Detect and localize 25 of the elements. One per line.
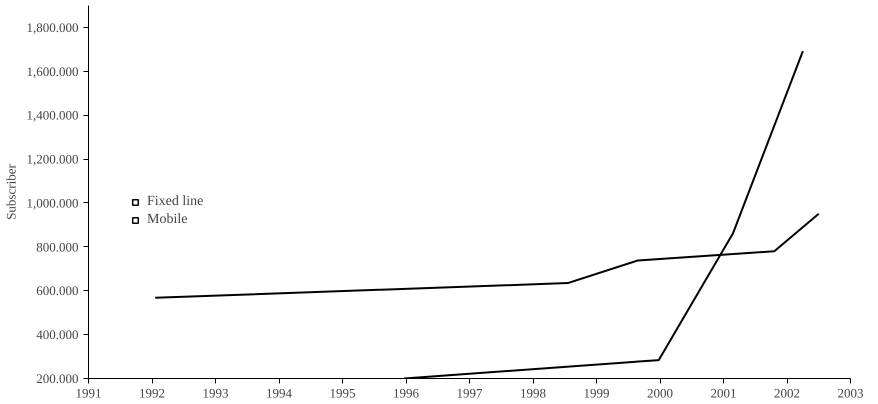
y-tick-label: 1,000.000 [26, 195, 78, 210]
y-tick-label: 800.000 [36, 239, 78, 254]
x-tick-label: 1993 [202, 386, 228, 400]
legend-label: Mobile [147, 212, 188, 228]
y-axis-title: Subscriber [4, 164, 18, 220]
x-tick-label: 1997 [456, 386, 483, 400]
legend-label: Fixed line [147, 194, 204, 210]
x-tick-label: 1991 [76, 386, 102, 400]
x-tick-label: 1994 [266, 386, 292, 400]
y-tick-label: 1,400.000 [26, 108, 78, 123]
y-tick-label: 1,600.000 [26, 64, 78, 79]
y-tick-label: 1,200.000 [26, 152, 78, 167]
x-tick-label: 2001 [710, 386, 736, 400]
x-tick-label: 2003 [838, 386, 864, 400]
y-tick-label: 200.000 [36, 371, 78, 386]
x-tick-label: 1999 [584, 386, 610, 400]
x-tick-label: 1998 [520, 386, 546, 400]
x-tick-label: 2000 [647, 386, 673, 400]
x-tick-label: 1992 [139, 386, 165, 400]
x-tick-label: 2002 [774, 386, 800, 400]
y-tick-label: 600.000 [36, 283, 78, 298]
y-tick-label: 1,800.000 [26, 20, 78, 35]
x-tick-label: 1996 [393, 386, 420, 400]
y-tick-label: 400.000 [36, 327, 78, 342]
x-tick-label: 1995 [330, 386, 356, 400]
